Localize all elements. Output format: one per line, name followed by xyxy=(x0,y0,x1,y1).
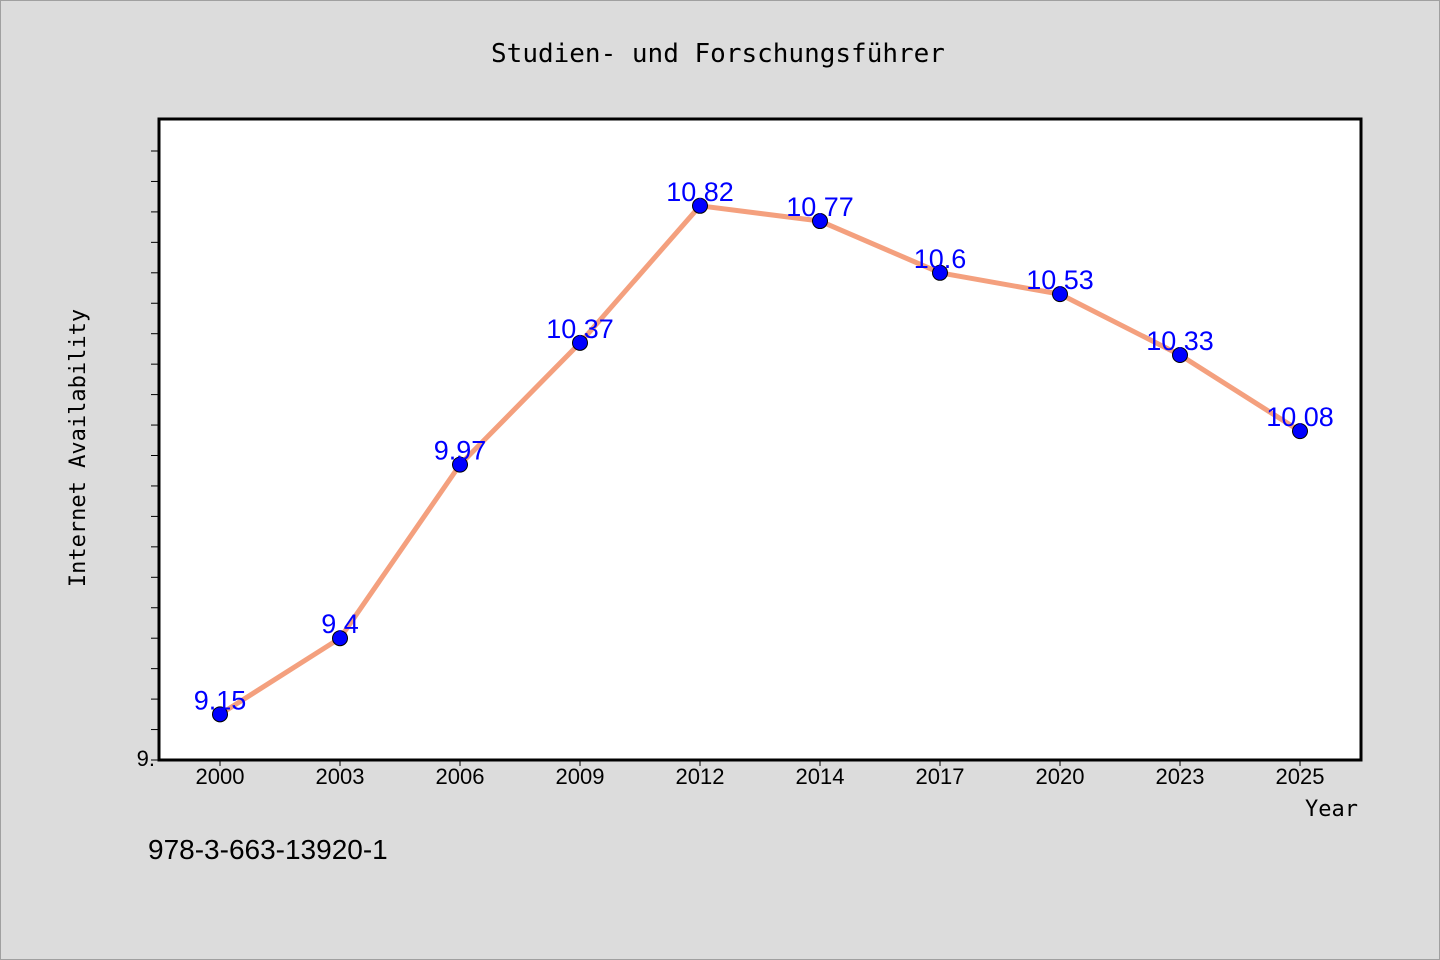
data-point xyxy=(692,197,708,214)
data-label: 10.82 xyxy=(666,177,734,207)
isbn-text: 978-3-663-13920-1 xyxy=(148,834,388,865)
x-tick-label: 2017 xyxy=(916,764,965,789)
y-tick-label: 9. xyxy=(137,746,155,771)
series-line-group xyxy=(217,203,1303,717)
data-label-group: 9.15 9.4 9.97 10.37 10.82 10.77 10.6 10.53 10.33… xyxy=(194,177,1334,716)
data-label: 10.37 xyxy=(546,314,614,344)
data-point xyxy=(572,334,588,351)
x-tick-label: 2012 xyxy=(676,764,725,789)
data-label: 9.4 xyxy=(321,609,359,639)
data-label: 9.97 xyxy=(434,436,487,466)
y-axis-ticks: 9. xyxy=(137,150,158,771)
marker-group xyxy=(212,197,1308,723)
data-point xyxy=(812,213,828,230)
data-point xyxy=(1052,286,1068,303)
x-axis-label: Year xyxy=(1305,797,1358,822)
data-point xyxy=(452,456,468,473)
x-tick-label: 2000 xyxy=(196,764,245,789)
data-label: 10.08 xyxy=(1266,402,1334,432)
x-axis-ticks: 2000 2003 2006 2009 2012 2014 2017 2020 2023 2025 xyxy=(196,760,1325,789)
series-line xyxy=(217,203,1303,717)
x-tick-label: 2025 xyxy=(1276,764,1325,789)
x-tick-label: 2006 xyxy=(436,764,485,789)
data-point xyxy=(332,630,348,647)
x-tick-label: 2014 xyxy=(796,764,845,789)
x-tick-label: 2023 xyxy=(1156,764,1205,789)
y-axis-label: Internet Availability xyxy=(66,309,91,587)
plot-area xyxy=(157,117,1363,762)
data-label: 10.33 xyxy=(1146,326,1214,356)
data-label: 10.53 xyxy=(1026,265,1094,295)
data-label: 10.77 xyxy=(786,192,854,222)
data-point xyxy=(1292,423,1308,440)
data-label: 9.15 xyxy=(194,685,247,715)
x-tick-label: 2009 xyxy=(556,764,605,789)
chart-title: Studien- und Forschungsführer xyxy=(491,39,945,69)
data-point xyxy=(212,706,228,723)
data-point xyxy=(932,264,948,281)
x-tick-label: 2020 xyxy=(1036,764,1085,789)
data-point xyxy=(1172,347,1188,364)
data-label: 10.6 xyxy=(914,244,967,274)
x-tick-label: 2003 xyxy=(316,764,365,789)
